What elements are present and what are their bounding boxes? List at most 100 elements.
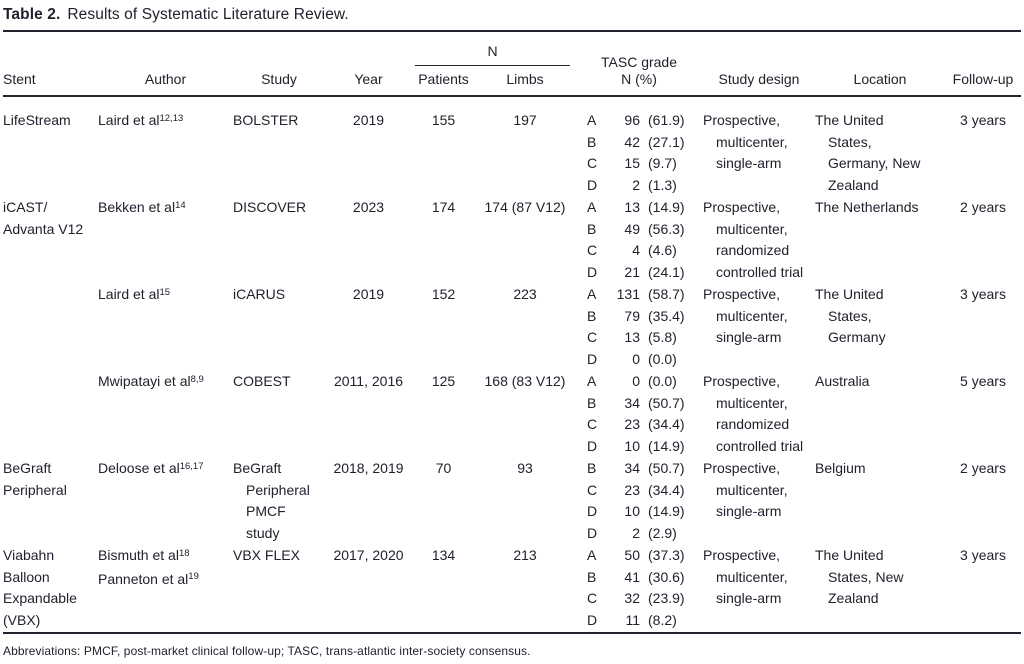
tasc-n-value: 15 — [624, 155, 640, 172]
tasc-grade-line: B 49 (56.3) — [575, 219, 703, 241]
table-row: iCAST/ Advanta V12 Bekken et al14 DISCOVER… — [3, 197, 1021, 284]
col-header-study-design: Study design — [718, 71, 800, 87]
tasc-percent: (24.1) — [648, 264, 685, 281]
tasc-grade-line: C 23 (34.4) — [575, 414, 703, 436]
tasc-n-value: 23 — [624, 481, 640, 498]
author-line: Laird et al15 — [98, 286, 171, 302]
tasc-percent: (23.9) — [648, 590, 685, 607]
cell-limbs: 197 — [513, 112, 537, 128]
tasc-grade-letter: D — [587, 264, 598, 281]
tasc-n-value: 23 — [624, 416, 640, 433]
col-header-n: N — [415, 43, 570, 66]
cell-followup: 2 years — [960, 460, 1006, 476]
col-header-author: Author — [144, 71, 187, 87]
cell-limbs: 168 (83 V12) — [484, 373, 566, 389]
tasc-percent: (34.4) — [648, 481, 685, 498]
cell-followup: 3 years — [960, 547, 1006, 563]
tasc-grade-line: D 10 (14.9) — [575, 436, 703, 458]
cell-study-design: Prospective, multicenter, randomized con… — [703, 199, 804, 281]
col-group-n: N Patients Limbs — [412, 43, 575, 95]
tasc-grade-letter: C — [587, 329, 598, 346]
tasc-grade-line: A 96 (61.9) — [575, 110, 703, 132]
cell-year: 2023 — [352, 199, 385, 215]
tasc-grade-letter: B — [587, 568, 597, 585]
citation-superscript: 8,9 — [190, 373, 204, 385]
citation-superscript: 14 — [175, 199, 186, 211]
cell-patients: 70 — [435, 460, 452, 476]
tasc-percent: (5.8) — [648, 329, 677, 346]
cell-study: iCARUS — [233, 286, 286, 302]
cell-limbs: 174 (87 V12) — [484, 199, 566, 215]
tasc-n-value: 2 — [632, 525, 640, 542]
tasc-grade-letter: C — [587, 416, 598, 433]
tasc-grade-letter: D — [587, 438, 598, 455]
cell-limbs: 213 — [513, 547, 537, 563]
tasc-percent: (14.9) — [648, 438, 685, 455]
tasc-grade-line: B 34 (50.7) — [575, 458, 703, 480]
tasc-grade-letter: A — [587, 112, 597, 128]
table-number: Table 2. — [3, 6, 61, 23]
cell-patients: 155 — [431, 112, 456, 128]
tasc-n-value: 34 — [624, 394, 640, 411]
tasc-grade-letter: D — [587, 525, 598, 542]
tasc-grade-letter: D — [587, 503, 598, 520]
tasc-n-value: 13 — [624, 329, 640, 346]
tasc-grade-line: D 2 (1.3) — [575, 175, 703, 197]
tasc-grade-line: A 13 (14.9) — [575, 197, 703, 219]
cell-author: Laird et al12,13 — [98, 110, 233, 134]
cell-author: Bismuth et al18 Panneton et al19 — [98, 545, 233, 592]
tasc-grade-letter: C — [587, 155, 598, 172]
tasc-grade-line: A 131 (58.7) — [575, 284, 703, 306]
table-title-text: Results of Systematic Literature Review. — [67, 6, 349, 23]
col-header-patients: Patients — [418, 71, 469, 87]
tasc-grade-line: B 79 (35.4) — [575, 306, 703, 328]
cell-study-design: Prospective, multicenter, single-arm — [703, 547, 788, 607]
cell-stent: Viabahn Balloon Expandable (VBX) — [3, 547, 77, 629]
cell-limbs: 223 — [513, 286, 537, 302]
tasc-grade-line: C 15 (9.7) — [575, 153, 703, 175]
cell-stent: iCAST/ Advanta V12 — [3, 199, 84, 237]
cell-location: The Netherlands — [815, 199, 919, 215]
tasc-n-value: 13 — [624, 199, 640, 215]
tasc-percent: (56.3) — [648, 220, 685, 237]
cell-tasc-grades: B 34 (50.7) C 23 (34.4) D 10 (14.9) D 2 (2.9) — [575, 458, 703, 545]
tasc-grade-letter: A — [587, 373, 597, 389]
cell-author: Deloose et al16,17 — [98, 458, 233, 482]
cell-author: Laird et al15 — [98, 284, 233, 308]
col-header-study: Study — [261, 71, 297, 87]
tasc-percent: (4.6) — [648, 242, 677, 259]
cell-tasc-grades: A 13 (14.9) B 49 (56.3) C 4 (4.6) D 21 (24.1) — [575, 197, 703, 284]
tasc-grade-letter: B — [587, 307, 597, 324]
table-body: LifeStream Laird et al12,13 BOLSTER 2019 155… — [3, 97, 1021, 634]
tasc-grade-line: A 50 (37.3) — [575, 545, 703, 567]
author-line: Panneton et al19 — [98, 570, 199, 587]
cell-study: DISCOVER — [233, 199, 307, 215]
table-row: LifeStream Laird et al12,13 BOLSTER 2019 155… — [3, 110, 1021, 197]
tasc-n-value: 21 — [624, 264, 640, 281]
table-row: Viabahn Balloon Expandable (VBX) Bismuth … — [3, 545, 1021, 632]
cell-followup: 2 years — [960, 199, 1006, 215]
tasc-grade-line: A 0 (0.0) — [575, 371, 703, 393]
cell-year: 2018, 2019 — [333, 460, 404, 476]
cell-location: Belgium — [815, 460, 866, 476]
tasc-grade-line: D 2 (2.9) — [575, 523, 703, 545]
author-line: Mwipatayi et al8,9 — [98, 373, 204, 389]
tasc-percent: (61.9) — [648, 112, 685, 128]
cell-patients: 174 — [431, 199, 456, 215]
tasc-grade-letter: C — [587, 242, 598, 259]
tasc-grade-line: D 11 (8.2) — [575, 610, 703, 632]
citation-superscript: 16,17 — [179, 460, 204, 472]
cell-location: The United States, Germany — [815, 286, 886, 346]
tasc-grade-letter: D — [587, 351, 598, 368]
cell-year: 2019 — [352, 286, 385, 302]
tasc-grade-line: B 41 (30.6) — [575, 567, 703, 589]
col-header-stent: Stent — [3, 71, 36, 87]
tasc-grade-line: C 4 (4.6) — [575, 240, 703, 262]
tasc-n-value: 131 — [616, 286, 640, 302]
tasc-percent: (14.9) — [648, 199, 685, 215]
tasc-n-value: 34 — [624, 460, 640, 476]
cell-study-design: Prospective, multicenter, randomized con… — [703, 373, 804, 455]
tasc-n-value: 49 — [624, 220, 640, 237]
tasc-grade-line: C 13 (5.8) — [575, 327, 703, 349]
